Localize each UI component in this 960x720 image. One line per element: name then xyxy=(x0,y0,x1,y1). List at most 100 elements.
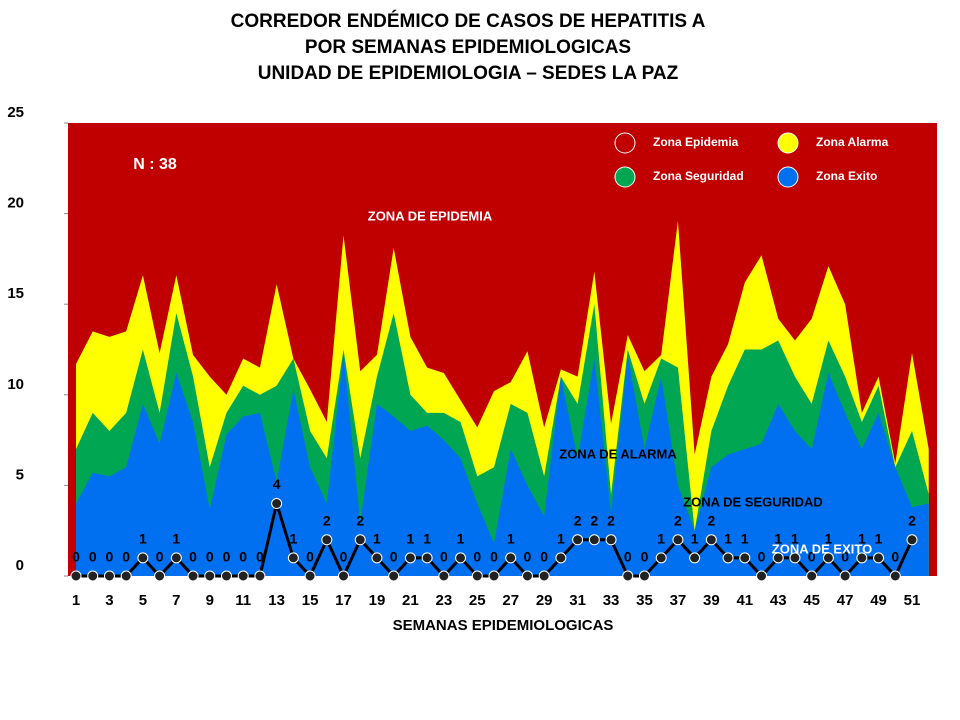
x-tick-label: 39 xyxy=(703,592,720,609)
x-tick-label: 33 xyxy=(603,592,620,609)
case-point xyxy=(271,498,283,510)
case-point xyxy=(204,570,216,582)
x-tick-label: 35 xyxy=(636,592,653,609)
case-point xyxy=(388,570,400,582)
chart-title: CORREDOR ENDÉMICO DE CASOS DE HEPATITIS … xyxy=(231,10,706,32)
case-point xyxy=(655,552,667,564)
case-point xyxy=(622,570,634,582)
data-label: 2 xyxy=(356,512,364,528)
case-point xyxy=(689,552,701,564)
case-point xyxy=(856,552,868,564)
case-point xyxy=(873,552,885,564)
case-point xyxy=(254,570,266,582)
data-label: 0 xyxy=(206,549,214,565)
data-label: 0 xyxy=(490,549,498,565)
x-tick-label: 21 xyxy=(402,592,419,609)
case-point xyxy=(605,534,617,546)
case-point xyxy=(705,534,717,546)
data-label: 4 xyxy=(273,476,281,492)
data-label: 0 xyxy=(473,549,481,565)
data-label: 2 xyxy=(908,512,916,528)
data-label: 0 xyxy=(223,549,231,565)
case-point xyxy=(187,570,199,582)
legend-swatch xyxy=(777,166,799,188)
legend-label: Zona Exito xyxy=(816,169,877,183)
x-tick-label: 17 xyxy=(335,592,352,609)
case-point xyxy=(906,534,918,546)
legend-label: Zona Epidemia xyxy=(653,135,739,149)
data-label: 0 xyxy=(624,549,632,565)
data-label: 2 xyxy=(590,512,598,528)
data-label: 1 xyxy=(858,531,866,547)
case-point xyxy=(839,570,851,582)
case-point xyxy=(822,552,834,564)
case-point xyxy=(154,570,166,582)
case-point xyxy=(756,570,768,582)
data-label: 0 xyxy=(808,549,816,565)
y-tick-label: 20 xyxy=(7,195,24,212)
x-tick-label: 51 xyxy=(904,592,921,609)
data-label: 0 xyxy=(340,549,348,565)
zone-area xyxy=(76,353,929,576)
x-tick-label: 45 xyxy=(803,592,820,609)
x-tick-label: 31 xyxy=(569,592,586,609)
case-point xyxy=(103,570,115,582)
case-point xyxy=(137,552,149,564)
x-axis-label: SEMANAS EPIDEMIOLOGICAS xyxy=(393,617,614,634)
case-point xyxy=(237,570,249,582)
data-label: 0 xyxy=(891,549,899,565)
legend-label: Zona Alarma xyxy=(816,135,889,149)
x-tick-label: 25 xyxy=(469,592,486,609)
case-point xyxy=(521,570,533,582)
data-label: 1 xyxy=(507,531,515,547)
case-point xyxy=(70,570,82,582)
data-label: 0 xyxy=(440,549,448,565)
data-label: 0 xyxy=(641,549,649,565)
data-label: 1 xyxy=(289,531,297,547)
data-label: 0 xyxy=(239,549,247,565)
data-label: 0 xyxy=(122,549,130,565)
case-point xyxy=(672,534,684,546)
case-point xyxy=(806,570,818,582)
data-label: 2 xyxy=(323,512,331,528)
case-point xyxy=(321,534,333,546)
data-label: 1 xyxy=(724,531,732,547)
annotation: N : 38 xyxy=(133,156,177,173)
data-label: 0 xyxy=(106,549,114,565)
x-tick-label: 47 xyxy=(837,592,854,609)
data-label: 2 xyxy=(674,512,682,528)
case-point xyxy=(220,570,232,582)
case-point xyxy=(555,552,567,564)
chart-title: UNIDAD DE EPIDEMIOLOGIA – SEDES LA PAZ xyxy=(258,63,679,84)
x-tick-label: 3 xyxy=(105,592,113,609)
data-label: 0 xyxy=(390,549,398,565)
data-label: 1 xyxy=(172,531,180,547)
x-tick-label: 7 xyxy=(172,592,180,609)
x-tick-label: 15 xyxy=(302,592,319,609)
annotation: ZONA DE EXITO xyxy=(772,541,872,556)
y-tick-label: 15 xyxy=(7,285,24,302)
annotation: ZONA DE SEGURIDAD xyxy=(683,494,823,509)
case-point xyxy=(438,570,450,582)
data-label: 0 xyxy=(72,549,80,565)
case-point xyxy=(354,534,366,546)
data-label: 1 xyxy=(139,531,147,547)
x-tick-label: 27 xyxy=(502,592,519,609)
data-label: 2 xyxy=(574,512,582,528)
annotation: ZONA DE EPIDEMIA xyxy=(368,208,493,223)
case-point xyxy=(739,552,751,564)
case-point xyxy=(772,552,784,564)
legend-swatch xyxy=(614,132,636,154)
case-point xyxy=(455,552,467,564)
case-point xyxy=(404,552,416,564)
data-label: 0 xyxy=(524,549,532,565)
data-label: 0 xyxy=(156,549,164,565)
data-label: 0 xyxy=(306,549,314,565)
case-point xyxy=(87,570,99,582)
data-label: 1 xyxy=(691,531,699,547)
case-point xyxy=(338,570,350,582)
case-point xyxy=(371,552,383,564)
data-label: 0 xyxy=(758,549,766,565)
case-point xyxy=(120,570,132,582)
